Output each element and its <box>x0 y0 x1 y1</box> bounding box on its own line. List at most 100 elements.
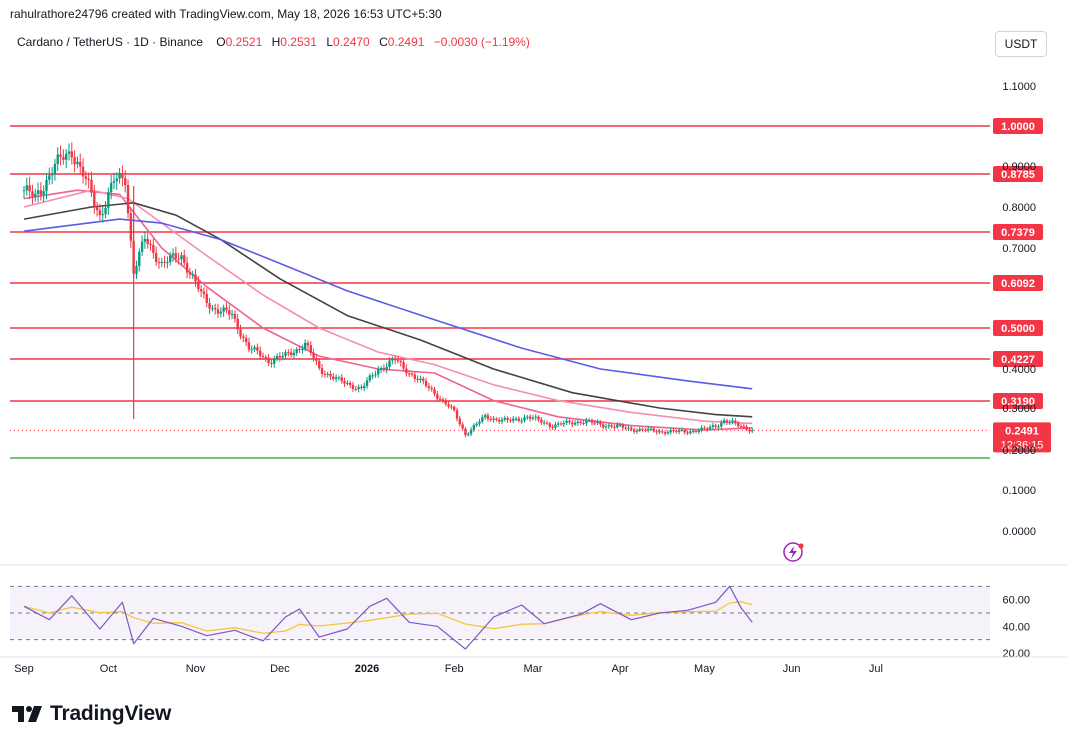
candle <box>273 355 276 368</box>
candle-body <box>433 389 436 395</box>
candle-body <box>579 421 582 424</box>
candle <box>343 377 346 387</box>
candle-body <box>129 213 133 241</box>
candle-body <box>602 424 605 428</box>
candle-body <box>371 375 374 377</box>
candle <box>742 423 746 430</box>
candle <box>509 417 512 423</box>
candle-body <box>545 422 549 424</box>
candle <box>576 419 580 426</box>
candle <box>551 424 554 430</box>
candle <box>573 420 577 427</box>
candle <box>81 158 85 184</box>
candle <box>185 256 189 279</box>
candle-body <box>205 293 208 304</box>
symbol-name[interactable]: Cardano / TetherUS · 1D · Binance <box>17 35 203 49</box>
candle-body <box>73 157 76 165</box>
candle-body <box>461 424 464 429</box>
candle-body <box>309 345 312 353</box>
candle-body <box>711 425 715 428</box>
candle <box>292 349 296 360</box>
candle <box>669 427 672 435</box>
candle <box>95 201 99 217</box>
symbol-legend: Cardano / TetherUS · 1D · Binance O0.252… <box>17 35 530 49</box>
candle-body <box>503 417 507 420</box>
lightning-icon[interactable] <box>783 542 804 562</box>
candle <box>419 375 422 383</box>
candle <box>610 423 613 429</box>
candle-body <box>509 420 512 422</box>
candle <box>104 201 107 219</box>
candle-body <box>323 373 327 375</box>
candle <box>360 384 363 391</box>
candle-body <box>458 418 462 425</box>
candle <box>70 142 73 165</box>
candle-body <box>301 349 304 351</box>
candle-body <box>542 422 546 424</box>
candle <box>697 428 701 435</box>
candle <box>101 206 104 223</box>
candle <box>174 246 178 263</box>
candle-body <box>734 420 737 423</box>
candle <box>618 422 622 428</box>
candle <box>450 404 453 410</box>
candle-body <box>686 432 689 434</box>
tradingview-logo[interactable]: TradingView <box>12 702 171 726</box>
candle-body <box>604 426 608 428</box>
candle-body <box>416 378 419 381</box>
candle-body <box>618 424 622 426</box>
candle <box>447 401 450 409</box>
candle <box>486 412 490 422</box>
candle <box>169 251 172 266</box>
candle <box>748 427 751 434</box>
candle-body <box>261 356 265 358</box>
candle <box>228 304 231 320</box>
candle-body <box>565 420 568 423</box>
candle-body <box>332 376 335 379</box>
candle <box>205 288 208 308</box>
candle-body <box>438 398 442 400</box>
candle-body <box>340 377 343 382</box>
low-label: L <box>326 35 334 49</box>
currency-button[interactable]: USDT <box>995 31 1047 57</box>
candle-body <box>644 429 647 431</box>
candle-body <box>427 386 431 388</box>
candle-body <box>315 358 318 361</box>
candle-body <box>298 349 301 351</box>
candle <box>199 285 203 298</box>
candle <box>340 374 343 384</box>
candle <box>739 423 743 429</box>
candle-body <box>517 418 521 421</box>
candle <box>334 374 338 383</box>
candle-body <box>208 303 211 309</box>
candle <box>318 358 321 371</box>
candle-body <box>157 262 161 264</box>
candle <box>382 364 386 372</box>
candle <box>177 252 180 265</box>
candle-body <box>452 406 456 411</box>
candle-body <box>630 427 633 430</box>
candle <box>599 420 602 428</box>
candle <box>483 413 487 420</box>
candle <box>514 416 518 422</box>
candle <box>191 270 194 280</box>
candle <box>216 304 220 318</box>
candle <box>663 430 667 436</box>
candle <box>45 173 48 200</box>
candle-body <box>354 389 357 391</box>
candle-body <box>180 255 183 260</box>
candle <box>284 349 287 360</box>
candle-body <box>219 311 223 314</box>
candle-body <box>377 369 380 375</box>
candle-body <box>346 382 349 384</box>
candle-body <box>199 289 203 292</box>
candle-body <box>118 173 121 179</box>
ma-line-3 <box>23 218 753 390</box>
candle-body <box>247 342 251 350</box>
candle-body <box>469 429 473 434</box>
candle <box>478 418 481 427</box>
candle-body <box>171 253 175 256</box>
candle <box>90 171 93 198</box>
candle-body <box>641 428 644 430</box>
